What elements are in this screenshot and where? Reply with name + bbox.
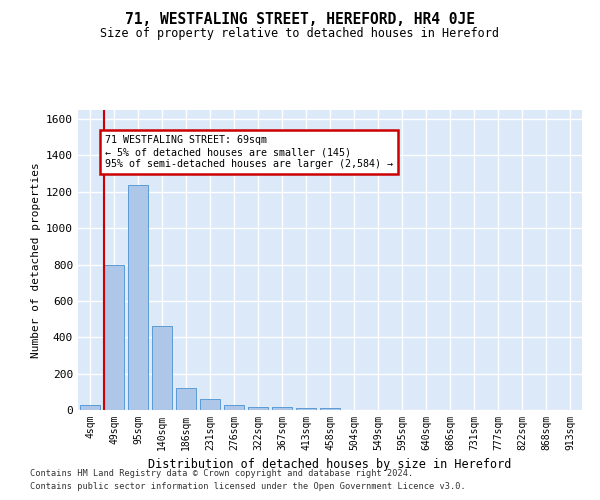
Bar	[104, 264, 124, 410]
Bar	[128, 184, 148, 410]
Text: Contains HM Land Registry data © Crown copyright and database right 2024.: Contains HM Land Registry data © Crown c…	[30, 468, 413, 477]
Bar	[272, 408, 292, 410]
Bar	[200, 400, 220, 410]
Y-axis label: Number of detached properties: Number of detached properties	[31, 162, 41, 358]
X-axis label: Distribution of detached houses by size in Hereford: Distribution of detached houses by size …	[148, 458, 512, 471]
Bar	[296, 408, 316, 410]
Bar	[176, 388, 196, 410]
Bar	[320, 408, 340, 410]
Text: 71 WESTFALING STREET: 69sqm
← 5% of detached houses are smaller (145)
95% of sem: 71 WESTFALING STREET: 69sqm ← 5% of deta…	[105, 136, 393, 168]
Bar	[224, 406, 244, 410]
Bar	[152, 326, 172, 410]
Text: 71, WESTFALING STREET, HEREFORD, HR4 0JE: 71, WESTFALING STREET, HEREFORD, HR4 0JE	[125, 12, 475, 28]
Text: Contains public sector information licensed under the Open Government Licence v3: Contains public sector information licen…	[30, 482, 466, 491]
Text: Size of property relative to detached houses in Hereford: Size of property relative to detached ho…	[101, 28, 499, 40]
Bar	[80, 406, 100, 410]
Bar	[248, 406, 268, 410]
